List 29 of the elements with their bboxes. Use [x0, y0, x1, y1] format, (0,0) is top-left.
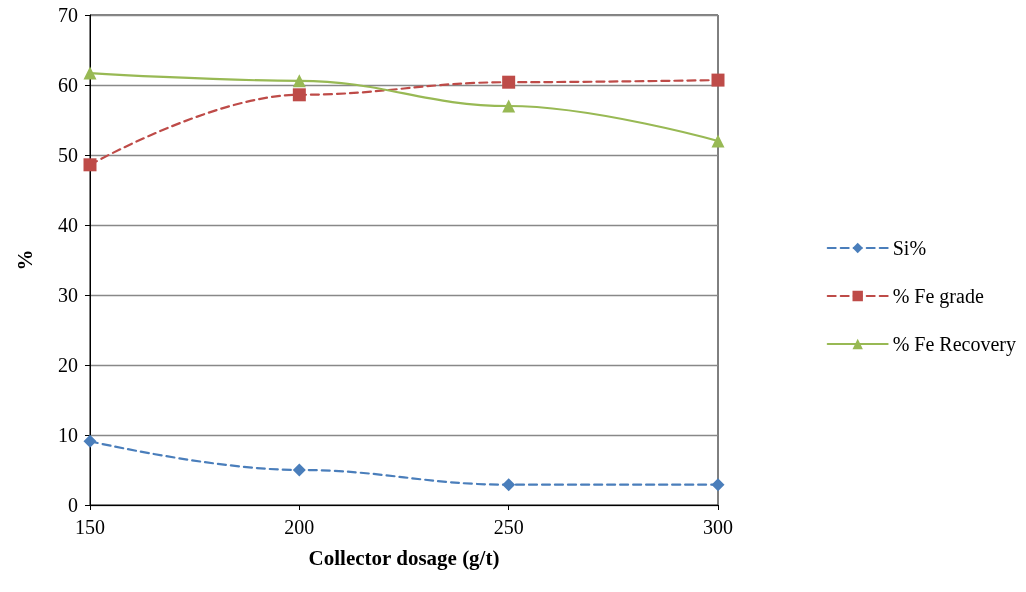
point: [711, 73, 725, 87]
y-tick-label: 10: [58, 424, 78, 446]
x-tick-label: 300: [703, 516, 733, 538]
y-tick-label: 70: [58, 4, 78, 26]
x-axis-title: Collector dosage (g/t): [308, 545, 500, 570]
x-tick-label: 150: [75, 516, 105, 538]
legend-label: Si%: [892, 237, 927, 259]
legend-label: % Fe grade: [892, 285, 984, 308]
point: [292, 74, 306, 88]
point: [83, 66, 97, 80]
x-tick-label: 200: [284, 516, 315, 538]
point: [83, 158, 97, 172]
x-tick-label: 250: [493, 516, 524, 538]
y-tick-label: 20: [58, 354, 78, 376]
y-tick-label: 60: [58, 74, 78, 96]
point: [502, 478, 516, 492]
y-tick-label: 40: [58, 214, 78, 236]
point: [502, 99, 516, 113]
y-tick-label: 0: [68, 494, 78, 516]
point: [711, 478, 725, 492]
legend-label: % Fe Recovery: [892, 333, 1017, 356]
y-axis-title: %: [12, 249, 37, 271]
point: [502, 75, 516, 89]
point: [292, 88, 306, 102]
point: [711, 134, 725, 148]
point: [292, 463, 306, 477]
point: [83, 434, 97, 448]
y-tick-label: 30: [58, 284, 78, 306]
y-tick-label: 50: [58, 144, 78, 166]
